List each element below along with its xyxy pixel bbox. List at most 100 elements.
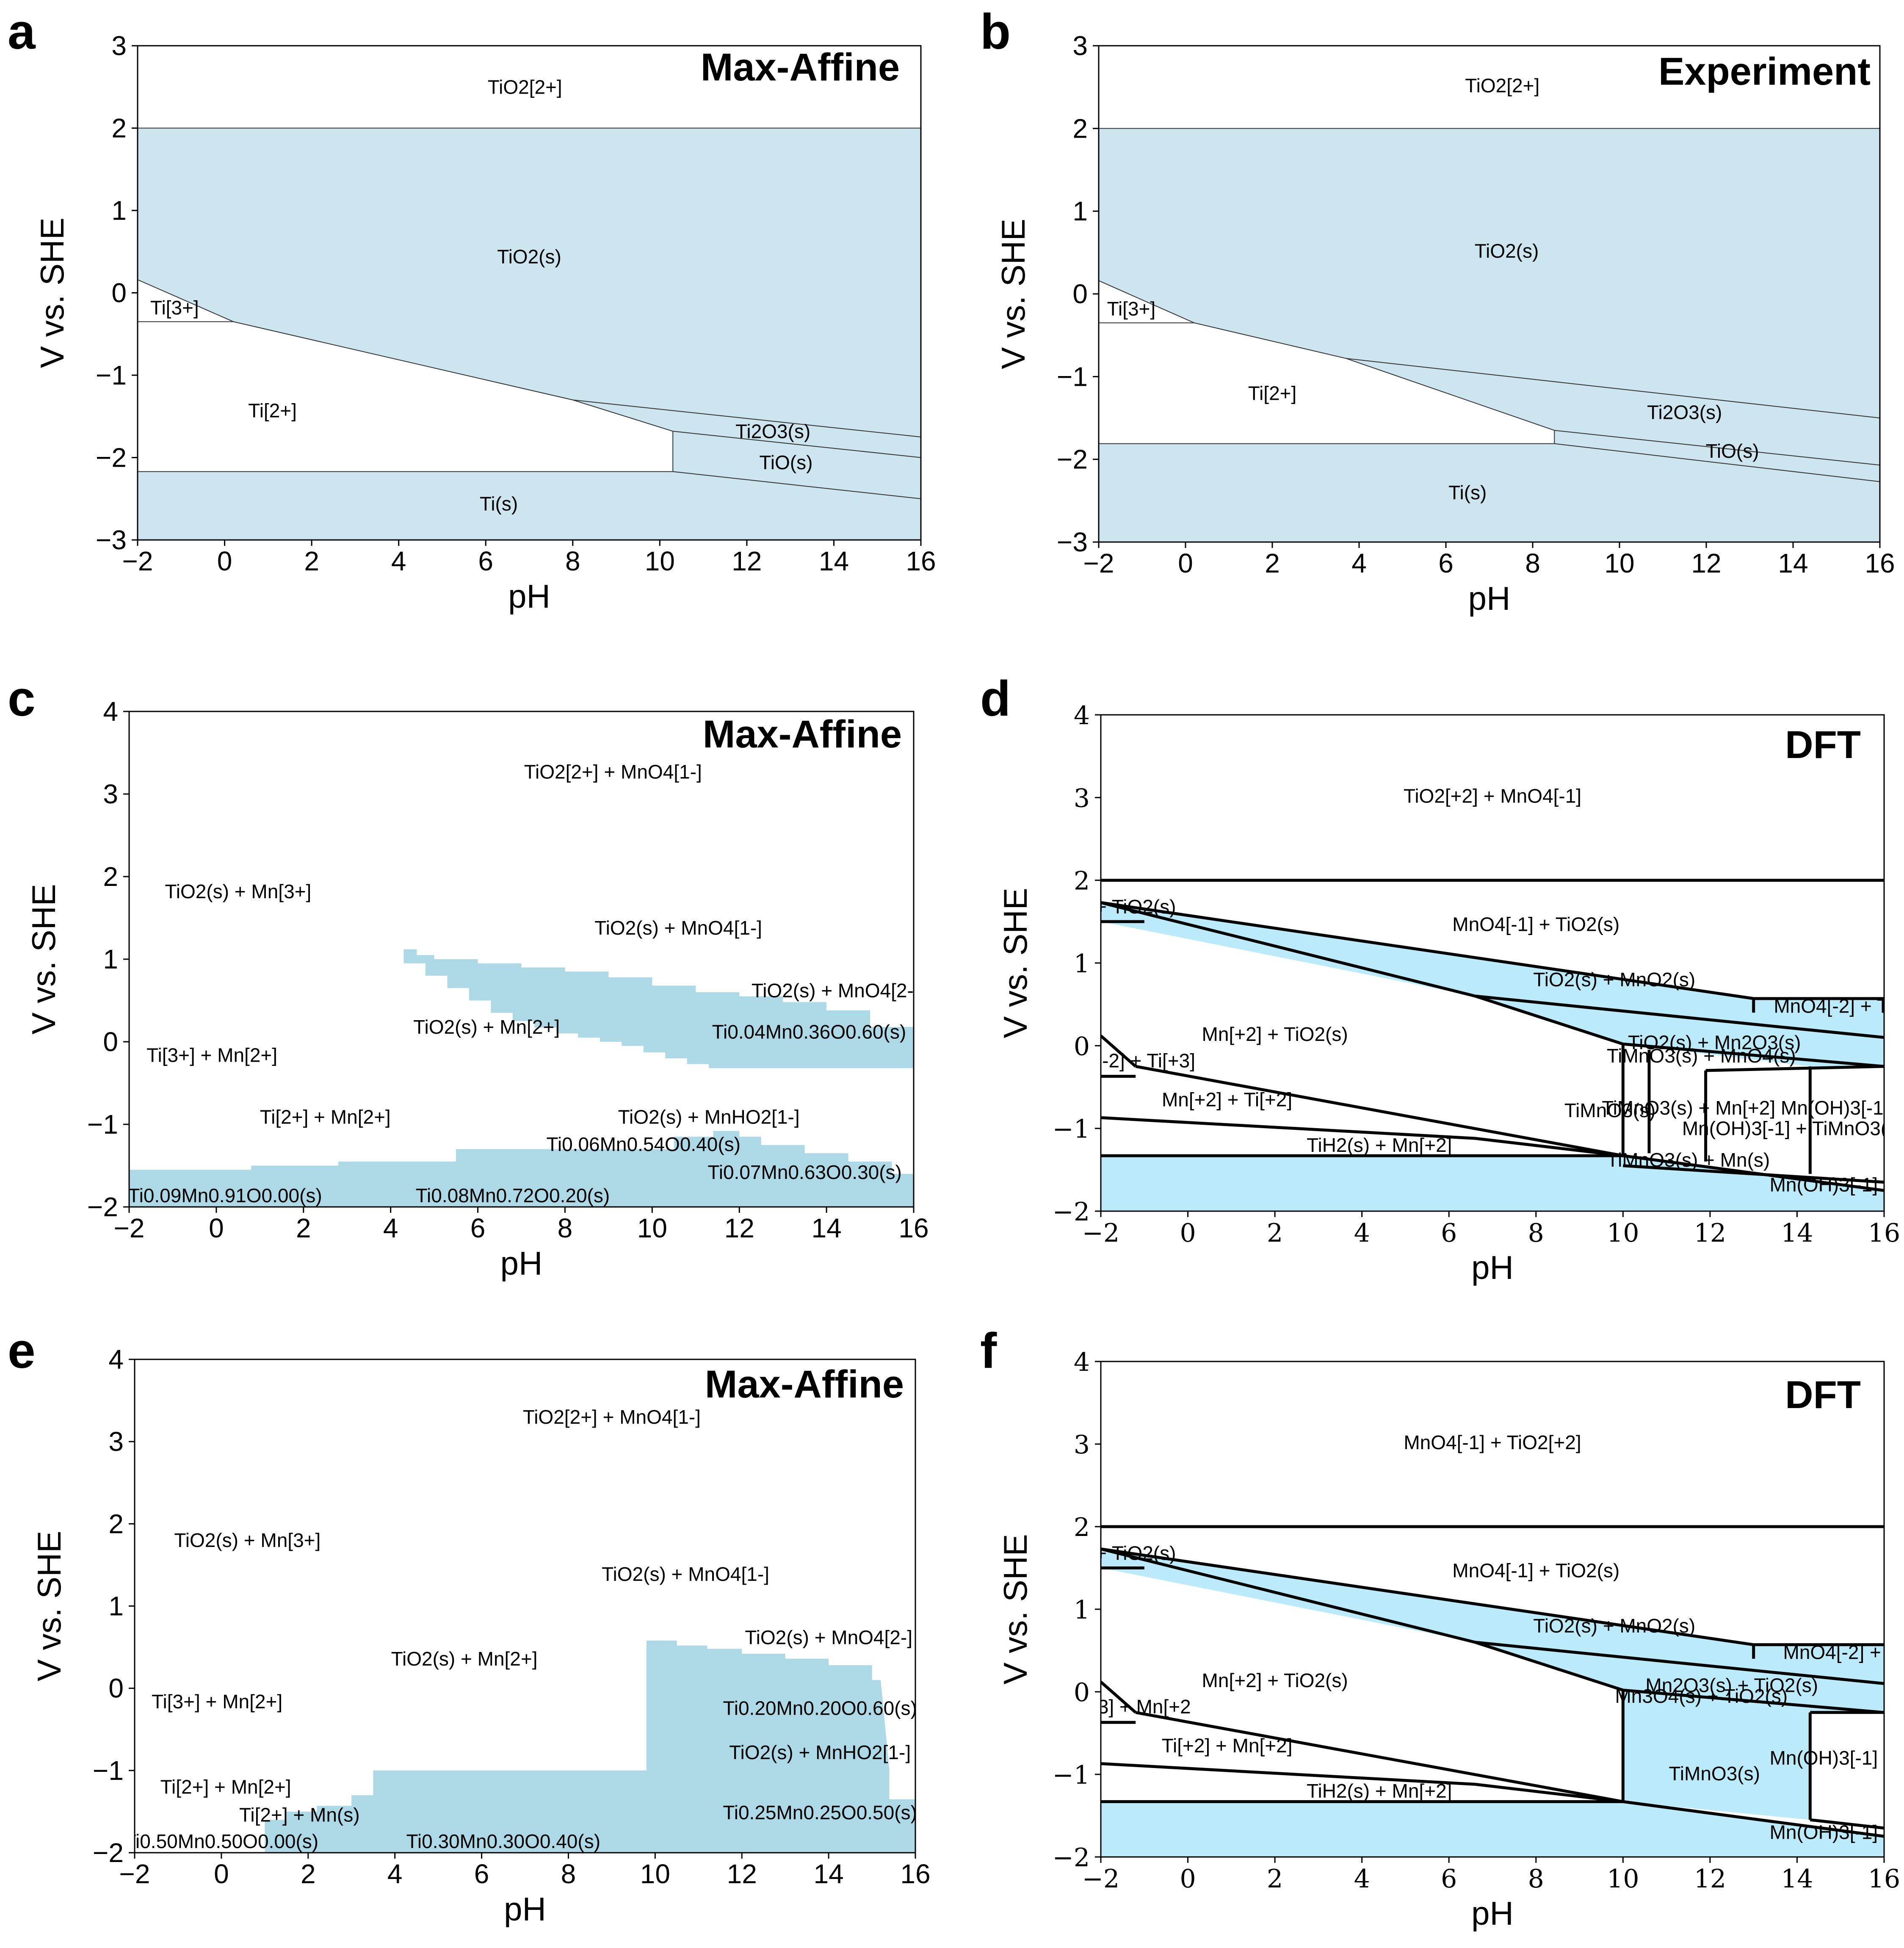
- region-fill: [572, 400, 921, 458]
- y-tick-label: 0: [1072, 279, 1088, 309]
- x-tick-label: −2: [1082, 1218, 1119, 1248]
- panel-title: Max-Affine: [701, 46, 900, 89]
- region-label: TiO2(s) + MnHO2[1-]: [729, 1741, 911, 1763]
- y-tick-label: −1: [1053, 1760, 1090, 1790]
- panel-letter: c: [8, 671, 36, 727]
- phase-boundary: [1135, 1065, 1623, 1157]
- region-label: Ti[2+]: [248, 400, 297, 422]
- x-tick-label: 8: [1525, 548, 1540, 578]
- y-tick-label: 0: [111, 278, 127, 308]
- x-axis-title: pH: [1471, 1249, 1514, 1286]
- region-label: TiO2(s) + Mn[3+]: [174, 1529, 321, 1551]
- plot-area: TiO2[+2] + MnO4[-1] + TiO2(s) MnO4[-1] + T…: [1101, 785, 1904, 1211]
- y-tick-label: 4: [108, 1344, 124, 1375]
- y-tick-label: −2: [1053, 1843, 1090, 1873]
- x-tick-label: 0: [1180, 1218, 1196, 1248]
- y-tick-label: 0: [1074, 1032, 1090, 1061]
- region-label: MnO4[-2] + T: [1783, 1641, 1898, 1663]
- region-fill: [1475, 1642, 1884, 1713]
- region-label: MnO4[-1] + TiO2(s): [1452, 1559, 1619, 1581]
- region-label: Ti0.50Mn0.50O0.00(s): [124, 1830, 319, 1852]
- region-label: TiMnO3(s) + Mn(s): [1607, 1149, 1770, 1171]
- x-tick-label: 14: [1781, 1218, 1813, 1248]
- region-label: TiO2(s): [497, 246, 561, 268]
- region-label: Ti0.04Mn0.36O0.60(s): [712, 1021, 906, 1043]
- region-label: TiO2[+2] + MnO4[-1]: [1404, 785, 1581, 807]
- phase-boundary: [1135, 1711, 1623, 1803]
- panel-letter: f: [980, 1323, 997, 1379]
- phase-boundary: [1101, 1680, 1137, 1714]
- y-tick-label: 1: [1074, 1595, 1090, 1625]
- phase-boundary: [572, 399, 921, 437]
- x-tick-label: 0: [209, 1213, 224, 1243]
- region-label: Ti0.07Mn0.63O0.30(s): [707, 1161, 902, 1183]
- y-tick-label: 1: [1074, 949, 1090, 979]
- phase-boundary: [1623, 1164, 1884, 1184]
- panel-title: Experiment: [1658, 50, 1871, 93]
- region-fill: [138, 128, 921, 437]
- x-tick-label: 16: [1868, 1218, 1900, 1248]
- x-tick-label: 4: [387, 1859, 403, 1889]
- x-tick-label: 16: [1868, 1864, 1900, 1894]
- phase-boundary: [1623, 1042, 1884, 1068]
- region-label: MnO4[-2] + TiO: [1774, 995, 1904, 1017]
- panel-title: Max-Affine: [703, 713, 902, 756]
- phase-boundary: [1810, 1818, 1884, 1830]
- x-tick-label: 2: [1267, 1864, 1283, 1894]
- y-tick-label: 3: [1074, 783, 1090, 813]
- phase-boundary: [1475, 994, 1884, 1039]
- region-label: TiO2(s) + MnO2(s): [1533, 968, 1695, 991]
- y-tick-label: −3: [96, 525, 127, 555]
- x-axis-title: pH: [504, 1890, 546, 1928]
- region-label: TiO2[2+]: [488, 76, 562, 98]
- plot-area: TiO2[2+] TiO2(s) Ti[3+] Ti[2+] Ti2O3(s) TiO(s…: [1099, 75, 1880, 542]
- y-tick-label: 3: [108, 1426, 124, 1457]
- y-axis-title: V vs. SHE: [997, 1534, 1034, 1684]
- x-tick-label: 12: [1691, 548, 1721, 578]
- x-tick-label: 6: [474, 1859, 489, 1889]
- x-tick-label: 14: [812, 1213, 842, 1243]
- region-label: Mn(OH)3[-1] + TiMnO3(s): [1682, 1118, 1904, 1140]
- x-tick-label: 10: [1607, 1218, 1639, 1248]
- region-label: Ti[3+] + Mn[2+]: [146, 1044, 277, 1066]
- phase-boundary: [1554, 430, 1880, 466]
- phase-boundary: [233, 321, 573, 401]
- region-fill: [1101, 1801, 1884, 1857]
- y-tick-label: 3: [103, 779, 118, 809]
- region-label: Ti0.09Mn0.91O0.00(s): [128, 1184, 322, 1206]
- phase-boundary: [1475, 1641, 1884, 1685]
- phase-boundary: [1554, 443, 1880, 482]
- x-tick-label: 10: [1607, 1864, 1639, 1894]
- phase-boundary: [138, 279, 234, 322]
- x-tick-label: 12: [724, 1213, 754, 1243]
- phase-boundary: [1101, 1116, 1476, 1140]
- x-tick-label: 10: [640, 1859, 670, 1889]
- region-label: TiO2(s) + Mn[3+]: [165, 880, 311, 902]
- y-tick-label: 3: [1074, 1430, 1090, 1460]
- region-label: Ti2O3(s): [735, 420, 810, 442]
- y-tick-label: 2: [111, 113, 127, 144]
- x-tick-label: 4: [1354, 1218, 1370, 1248]
- y-tick-label: 4: [103, 696, 118, 727]
- region-label: TiMnO3(s): [1564, 1099, 1656, 1121]
- region-label: Ti[2+] + Mn[2+]: [260, 1106, 391, 1128]
- x-tick-label: 10: [1604, 548, 1634, 578]
- x-tick-label: 2: [296, 1213, 311, 1243]
- region-label: TiO(s): [1705, 440, 1759, 462]
- region-label: TiO2(s) + Mn[2+]: [413, 1016, 560, 1038]
- x-tick-label: −2: [1083, 548, 1114, 578]
- region-label: Ti2O3(s): [1647, 401, 1722, 423]
- region-label: Ti0.08Mn0.72O0.20(s): [416, 1184, 610, 1206]
- x-tick-label: 2: [1267, 1218, 1283, 1248]
- region-label: Mn[+2] + TiO2(s): [1202, 1669, 1348, 1691]
- region-label: TiO2[2+] + MnO4[1-]: [523, 1406, 701, 1428]
- x-tick-label: 8: [558, 1213, 573, 1243]
- phase-boundary: [1474, 994, 1624, 1046]
- x-tick-label: 8: [1528, 1218, 1544, 1248]
- x-tick-label: −2: [122, 546, 153, 576]
- region-label: MnO4[-1] + TiO2(s): [1452, 913, 1619, 935]
- phase-boundary: [1101, 1762, 1476, 1786]
- x-axis-title: pH: [1471, 1895, 1514, 1932]
- x-tick-label: 14: [814, 1859, 844, 1889]
- region-label: TiO2(s) + MnO4[2-]: [752, 980, 919, 1002]
